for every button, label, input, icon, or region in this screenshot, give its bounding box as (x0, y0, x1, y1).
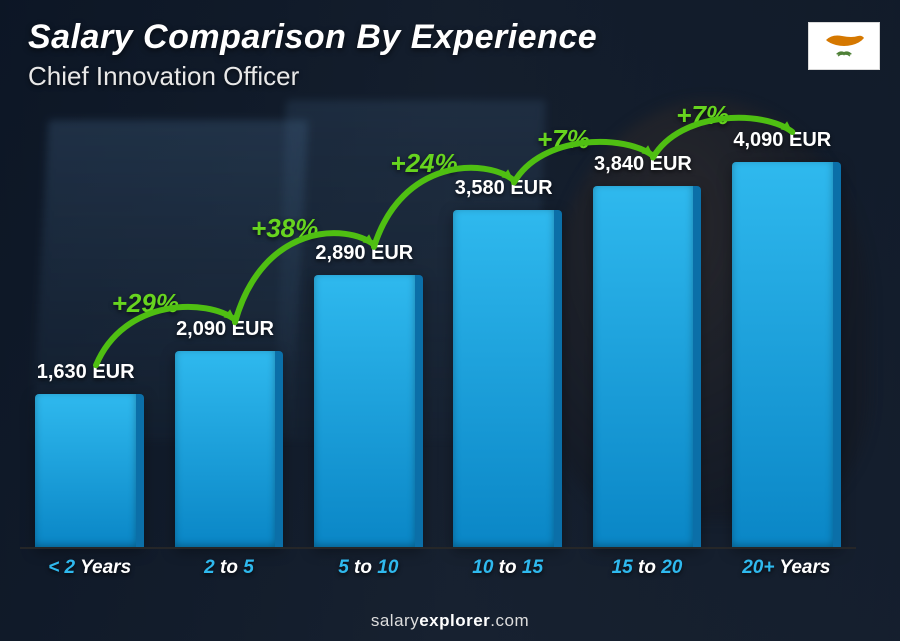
infographic-stage: Salary Comparison By Experience Chief In… (0, 0, 900, 641)
x-axis-label: 20+ Years (717, 549, 856, 581)
footer-bold: explorer (419, 611, 490, 630)
bar-value-label: 3,840 EUR (594, 153, 692, 176)
bar: 2,090 EUR (175, 351, 284, 548)
x-axis-label: 10 to 15 (438, 549, 577, 581)
page-subtitle: Chief Innovation Officer (28, 61, 597, 92)
page-title: Salary Comparison By Experience (28, 18, 597, 57)
bar-slot: 1,630 EUR (20, 110, 159, 547)
bar: 3,580 EUR (453, 210, 562, 547)
footer-attribution: salaryexplorer.com (0, 611, 900, 631)
bars-container: 1,630 EUR 2,090 EUR 2,890 EUR 3,580 EUR 3,84… (20, 110, 856, 547)
bar: 1,630 EUR (35, 394, 144, 547)
bar-value-label: 2,890 EUR (315, 242, 413, 265)
bar-slot: 2,090 EUR (159, 110, 298, 547)
bar-slot: 3,580 EUR (438, 110, 577, 547)
flag-icon (814, 26, 874, 66)
bar-slot: 3,840 EUR (577, 110, 716, 547)
bar: 2,890 EUR (314, 275, 423, 547)
country-flag-cyprus (808, 22, 880, 70)
bar-value-label: 3,580 EUR (455, 177, 553, 200)
x-axis-label: 5 to 10 (299, 549, 438, 581)
chart-area: 1,630 EUR 2,090 EUR 2,890 EUR 3,580 EUR 3,84… (20, 110, 856, 581)
title-block: Salary Comparison By Experience Chief In… (28, 18, 597, 92)
bar: 4,090 EUR (732, 162, 841, 547)
footer-prefix: salary (371, 611, 419, 630)
bar-value-label: 1,630 EUR (37, 361, 135, 384)
footer-suffix: .com (490, 611, 529, 630)
bar-value-label: 4,090 EUR (733, 129, 831, 152)
bar: 3,840 EUR (593, 186, 702, 547)
x-axis-label: 2 to 5 (159, 549, 298, 581)
bar-value-label: 2,090 EUR (176, 318, 274, 341)
bar-slot: 2,890 EUR (299, 110, 438, 547)
x-axis-label: < 2 Years (20, 549, 159, 581)
bar-slot: 4,090 EUR (717, 110, 856, 547)
x-axis: < 2 Years2 to 55 to 1010 to 1515 to 2020… (20, 547, 856, 581)
x-axis-label: 15 to 20 (577, 549, 716, 581)
